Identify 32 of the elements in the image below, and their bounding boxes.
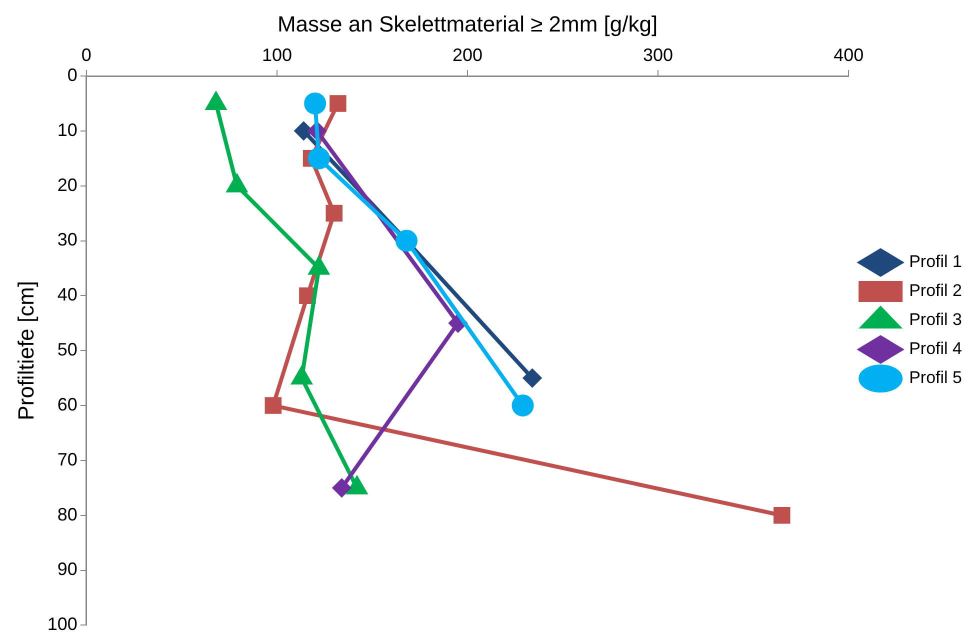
y-tick-label: 30	[57, 230, 78, 250]
legend-label: Profil 3	[909, 310, 962, 330]
y-tick-label: 90	[57, 559, 78, 580]
point	[308, 147, 330, 170]
point	[523, 369, 542, 388]
point	[304, 92, 326, 114]
x-tick-label: 300	[643, 45, 674, 66]
y-tick-label: 100	[47, 614, 78, 634]
y-tick-label: 70	[57, 449, 78, 470]
point	[264, 397, 282, 414]
x-tick-label: 200	[452, 45, 483, 66]
point	[330, 95, 346, 112]
x-tick-label: 0	[81, 45, 92, 66]
y-tick-label: 10	[57, 120, 78, 140]
legend-label: Profil 1	[909, 252, 962, 272]
y-tick-label: 80	[57, 504, 78, 524]
legend-label: Profil 4	[909, 339, 962, 358]
point	[774, 506, 790, 524]
y-tick-label: 20	[57, 174, 78, 195]
y-tick-label: 60	[57, 394, 78, 414]
legend-label: Profil 5	[909, 368, 962, 388]
y-tick-label: 40	[57, 284, 78, 305]
point	[512, 394, 534, 417]
point	[326, 204, 342, 222]
y-tick-label: 0	[67, 64, 78, 85]
x-tick-label: 100	[262, 45, 292, 66]
legend-label: Profil 2	[909, 281, 962, 300]
y-axis-title: Profiltiefe [cm]	[13, 280, 38, 420]
x-axis-title: Masse an Skelettmaterial ≥ 2mm [g/kg]	[277, 11, 658, 36]
x-tick-label: 400	[834, 45, 864, 66]
point	[332, 478, 351, 497]
y-tick-label: 50	[57, 340, 78, 360]
